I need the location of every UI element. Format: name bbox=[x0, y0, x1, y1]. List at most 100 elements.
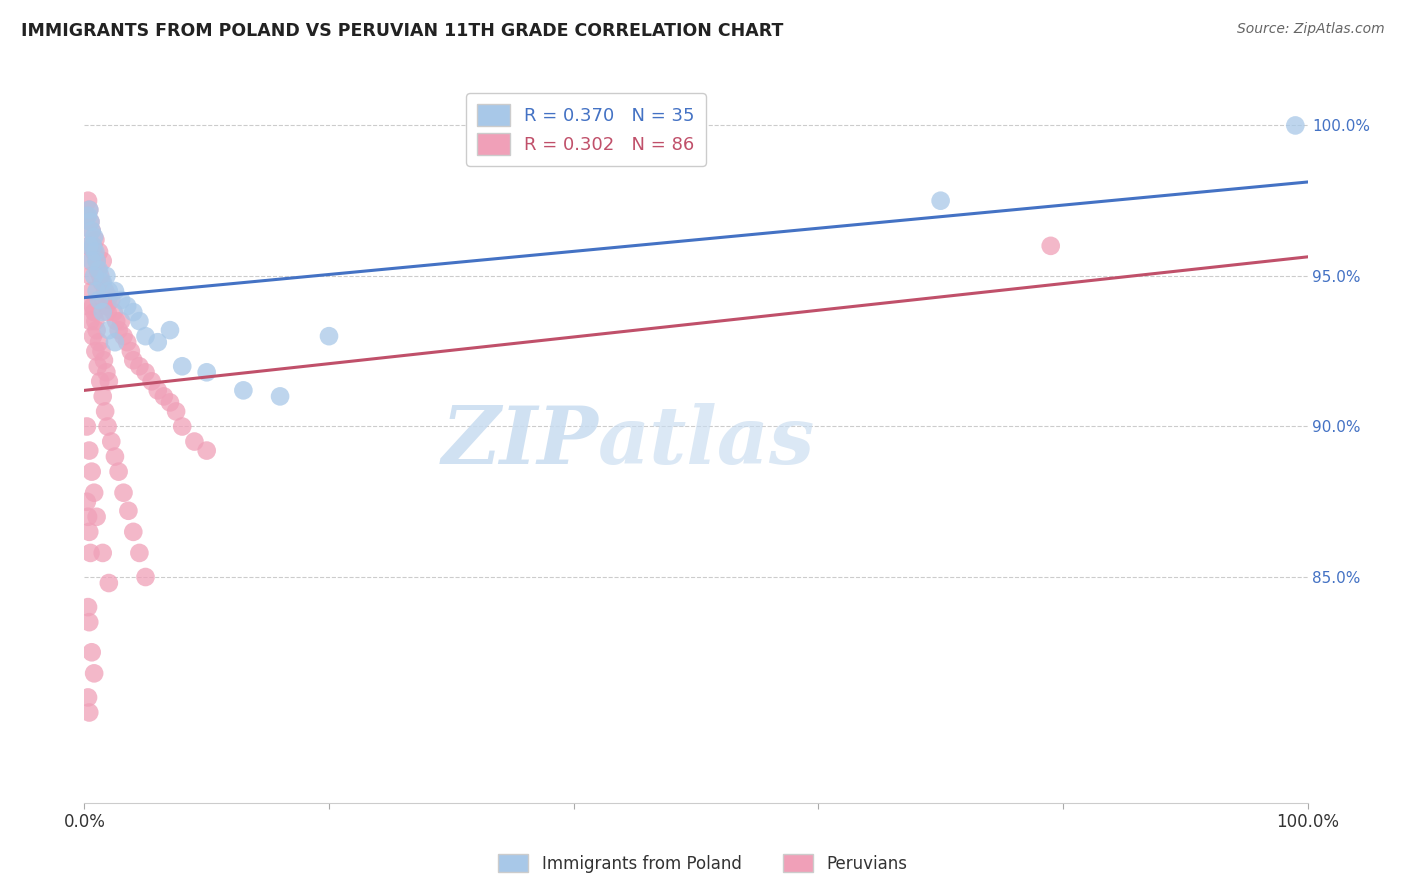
Point bbox=[80, 224, 103, 238]
Point bbox=[77, 194, 100, 208]
Point bbox=[83, 305, 105, 319]
Point bbox=[84, 244, 107, 259]
Point bbox=[135, 329, 157, 343]
Point bbox=[83, 244, 105, 259]
Point bbox=[84, 314, 107, 328]
Point bbox=[84, 233, 107, 247]
Point bbox=[91, 254, 114, 268]
Point bbox=[122, 353, 145, 368]
Point bbox=[100, 293, 122, 307]
Point bbox=[87, 244, 110, 259]
Point bbox=[87, 263, 110, 277]
Point bbox=[172, 359, 194, 374]
Point bbox=[97, 419, 120, 434]
Point bbox=[269, 389, 291, 403]
Point bbox=[83, 666, 105, 681]
Point bbox=[86, 323, 108, 337]
Point bbox=[77, 254, 100, 268]
Point bbox=[86, 254, 108, 268]
Legend: Immigrants from Poland, Peruvians: Immigrants from Poland, Peruvians bbox=[492, 847, 914, 880]
Point bbox=[104, 335, 127, 350]
Point bbox=[183, 434, 205, 449]
Point bbox=[195, 443, 218, 458]
Point bbox=[107, 323, 129, 337]
Point bbox=[122, 305, 145, 319]
Point bbox=[89, 374, 111, 388]
Point bbox=[97, 323, 120, 337]
Point bbox=[93, 293, 115, 307]
Point bbox=[76, 209, 98, 223]
Point bbox=[128, 359, 150, 374]
Point bbox=[90, 275, 112, 289]
Point bbox=[77, 706, 100, 720]
Point bbox=[77, 202, 100, 217]
Point bbox=[115, 335, 138, 350]
Point bbox=[97, 290, 120, 304]
Point bbox=[195, 365, 218, 379]
Point bbox=[141, 374, 163, 388]
Point bbox=[117, 504, 139, 518]
Point bbox=[91, 275, 114, 289]
Point bbox=[82, 239, 104, 253]
Point bbox=[77, 524, 100, 539]
Point bbox=[80, 224, 103, 238]
Point bbox=[87, 359, 110, 374]
Point bbox=[77, 239, 100, 253]
Point bbox=[83, 485, 105, 500]
Point bbox=[84, 344, 107, 359]
Text: ZIP: ZIP bbox=[441, 403, 598, 480]
Point bbox=[87, 335, 110, 350]
Point bbox=[135, 365, 157, 379]
Point bbox=[79, 215, 101, 229]
Point bbox=[110, 314, 132, 328]
Point bbox=[83, 230, 105, 244]
Point bbox=[128, 314, 150, 328]
Point bbox=[94, 404, 117, 418]
Point bbox=[76, 494, 98, 508]
Point bbox=[929, 194, 952, 208]
Point bbox=[110, 293, 132, 307]
Point bbox=[80, 284, 103, 298]
Point bbox=[77, 202, 100, 217]
Point bbox=[80, 254, 103, 268]
Point bbox=[146, 335, 169, 350]
Point bbox=[104, 284, 127, 298]
Point bbox=[165, 404, 187, 418]
Point bbox=[97, 374, 120, 388]
Point bbox=[87, 263, 110, 277]
Point bbox=[83, 268, 105, 283]
Point bbox=[1039, 239, 1062, 253]
Point bbox=[96, 365, 118, 379]
Point bbox=[94, 284, 117, 298]
Point bbox=[79, 546, 101, 560]
Point bbox=[77, 209, 100, 223]
Point bbox=[79, 314, 101, 328]
Point bbox=[91, 546, 114, 560]
Point bbox=[105, 314, 128, 328]
Point bbox=[97, 284, 120, 298]
Point bbox=[80, 645, 103, 659]
Point bbox=[77, 239, 100, 253]
Point bbox=[112, 485, 135, 500]
Text: Source: ZipAtlas.com: Source: ZipAtlas.com bbox=[1237, 22, 1385, 37]
Point bbox=[104, 450, 127, 464]
Point bbox=[122, 524, 145, 539]
Point bbox=[91, 389, 114, 403]
Point bbox=[97, 576, 120, 591]
Point bbox=[86, 284, 108, 298]
Point bbox=[77, 690, 100, 705]
Legend: R = 0.370   N = 35, R = 0.302   N = 86: R = 0.370 N = 35, R = 0.302 N = 86 bbox=[467, 93, 706, 166]
Point bbox=[128, 546, 150, 560]
Point bbox=[77, 615, 100, 630]
Point bbox=[89, 268, 111, 283]
Point bbox=[77, 443, 100, 458]
Point bbox=[77, 509, 100, 524]
Point bbox=[115, 299, 138, 313]
Point bbox=[77, 600, 100, 615]
Point bbox=[97, 305, 120, 319]
Point bbox=[90, 344, 112, 359]
Text: IMMIGRANTS FROM POLAND VS PERUVIAN 11TH GRADE CORRELATION CHART: IMMIGRANTS FROM POLAND VS PERUVIAN 11TH … bbox=[21, 22, 783, 40]
Point bbox=[86, 254, 108, 268]
Point bbox=[103, 305, 125, 319]
Point bbox=[159, 323, 181, 337]
